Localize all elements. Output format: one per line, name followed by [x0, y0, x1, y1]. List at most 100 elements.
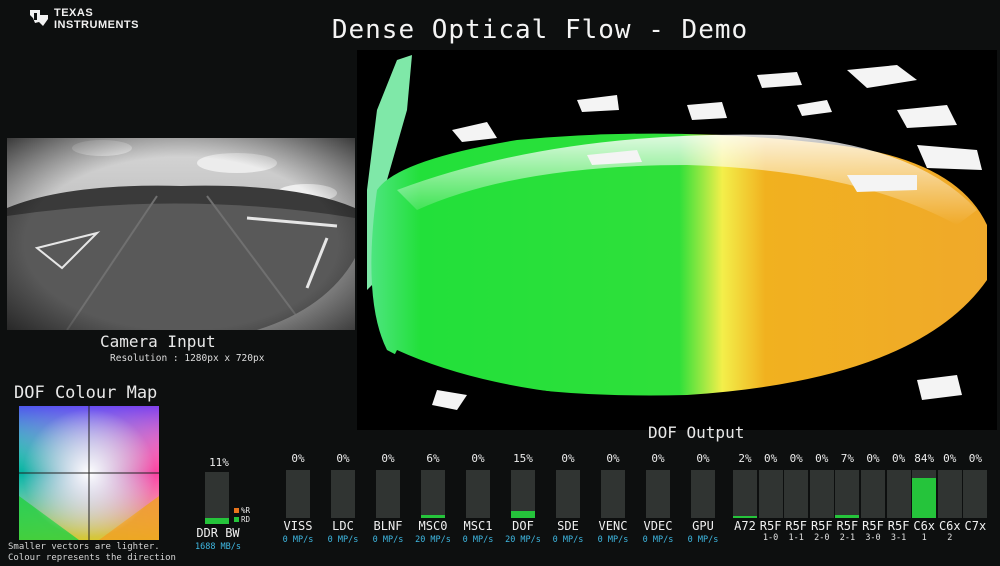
ddr-percent: 11% [209, 456, 229, 469]
accelerator-bar [691, 470, 715, 518]
core-label: C6x [913, 519, 936, 533]
core-bar [835, 470, 860, 518]
accelerator-percent: 0% [336, 452, 350, 465]
accelerator-percent: 0% [561, 452, 575, 465]
core-bar-fill [733, 515, 757, 518]
core-meter: 84% C6x 1 [910, 452, 970, 562]
ddr-legend-wr: %R [234, 506, 250, 515]
texas-state-icon [30, 10, 48, 26]
core-bar [963, 470, 988, 518]
accelerator-sublabel: 0 MP/s [552, 535, 584, 545]
accelerator-label: VENC [598, 519, 628, 533]
accelerator-meter: 0% VENC 0 MP/s [598, 452, 659, 562]
core-label: R5F [785, 519, 808, 533]
core-sublabel: 2 [947, 533, 953, 543]
core-label: R5F [836, 519, 859, 533]
accelerator-sublabel: 0 MP/s [372, 535, 404, 545]
core-percent: 84% [914, 452, 935, 465]
accelerator-bar [331, 470, 355, 518]
accelerator-percent: 0% [471, 452, 485, 465]
core-percent: 0% [943, 452, 957, 465]
colour-map-wheel [19, 406, 159, 540]
core-sublabel: 1-0 [762, 533, 779, 543]
accelerator-bar [646, 470, 670, 518]
core-bar-fill [912, 477, 937, 518]
core-sublabel: 1-1 [788, 533, 804, 543]
camera-frame [7, 138, 355, 330]
accelerator-meter: 6% MSC0 20 MP/s [415, 452, 479, 562]
camera-input-label: Camera Input [100, 332, 216, 351]
accelerator-meter: 0% GPU 0 MP/s [688, 452, 749, 562]
core-meter: 0% R5F 2-0 [808, 452, 868, 562]
ddr-rate: 1688 MB/s [194, 542, 242, 552]
core-meter: 0% C7x [961, 452, 1000, 562]
ddr-bw-meter: 11% %R RD DDR BW 1688 MB/s [195, 452, 256, 562]
accelerator-bar [286, 470, 310, 518]
accelerator-bar [376, 470, 400, 518]
ddr-bar-fill [205, 518, 229, 524]
accelerator-meter: 15% DOF 20 MP/s [505, 452, 569, 562]
accelerator-bar-fill [421, 515, 445, 518]
accelerator-sublabel: 0 MP/s [327, 535, 359, 545]
ddr-legend-rd: RD [234, 515, 250, 524]
logo-line2: INSTRUMENTS [54, 19, 139, 31]
accelerator-sublabel: 0 MP/s [282, 535, 314, 545]
accelerator-meter: 0% SDE 0 MP/s [553, 452, 614, 562]
accelerator-sublabel: 20 MP/s [505, 535, 541, 545]
core-bar [912, 470, 937, 518]
core-bar [937, 470, 962, 518]
accelerator-sublabel: 0 MP/s [687, 535, 719, 545]
camera-input-view [7, 138, 355, 330]
core-percent: 7% [840, 452, 855, 465]
accelerator-meter: 0% LDC 0 MP/s [328, 452, 389, 562]
dof-output-view [357, 50, 997, 430]
accelerator-sublabel: 0 MP/s [462, 535, 494, 545]
accelerator-label: VDEC [643, 519, 673, 533]
core-meter: 0% R5F 1-0 [757, 452, 817, 562]
accelerator-label: BLNF [373, 519, 403, 533]
accelerator-sublabel: 0 MP/s [597, 535, 629, 545]
ti-logo: TEXAS INSTRUMENTS [28, 4, 138, 34]
accelerator-percent: 0% [606, 452, 620, 465]
core-percent: 0% [763, 452, 778, 465]
accelerator-sublabel: 20 MP/s [415, 535, 451, 545]
accelerator-label: SDE [557, 519, 579, 533]
legend-wr-swatch [234, 508, 239, 513]
accelerator-percent: 0% [381, 452, 395, 465]
accelerator-sublabel: 0 MP/s [642, 535, 674, 545]
core-meter: 2% A72 [731, 452, 791, 562]
dof-output-label: DOF Output [648, 423, 745, 442]
core-label: A72 [734, 519, 756, 533]
accelerator-meter: 0% VISS 0 MP/s [283, 452, 344, 562]
colour-map-title: DOF Colour Map [14, 383, 158, 403]
core-label: C7x [964, 519, 987, 533]
core-sublabel: 3-1 [890, 533, 907, 543]
core-bar [809, 470, 834, 518]
accelerator-label: MSC0 [418, 519, 448, 533]
page-title: Dense Optical Flow - Demo [331, 15, 749, 45]
core-label: C6x [938, 519, 961, 533]
accelerator-meter: 0% VDEC 0 MP/s [643, 452, 704, 562]
accelerator-percent: 0% [696, 452, 710, 465]
accelerator-bar-fill [511, 510, 535, 518]
accelerator-label: LDC [332, 519, 354, 533]
accelerator-bar [466, 470, 490, 518]
core-sublabel: 1 [921, 533, 927, 543]
core-percent: 0% [891, 452, 906, 465]
accelerator-label: MSC1 [463, 519, 493, 533]
core-label: R5F [810, 519, 833, 533]
accelerator-percent: 0% [651, 452, 665, 465]
accelerator-bar [511, 470, 535, 518]
core-meter: 7% R5F 2-1 [833, 452, 893, 562]
core-meter: 0% R5F 3-0 [859, 452, 919, 562]
core-bar [886, 470, 911, 518]
accelerator-bar [601, 470, 625, 518]
core-sublabel: 2-0 [814, 533, 830, 543]
dof-flow-image [357, 50, 997, 430]
accelerator-meter: 0% BLNF 0 MP/s [373, 452, 434, 562]
core-bar [733, 470, 757, 518]
core-percent: 0% [789, 452, 803, 465]
accelerator-bar [556, 470, 580, 518]
accelerator-label: VISS [283, 519, 313, 533]
core-label: R5F [887, 519, 910, 533]
